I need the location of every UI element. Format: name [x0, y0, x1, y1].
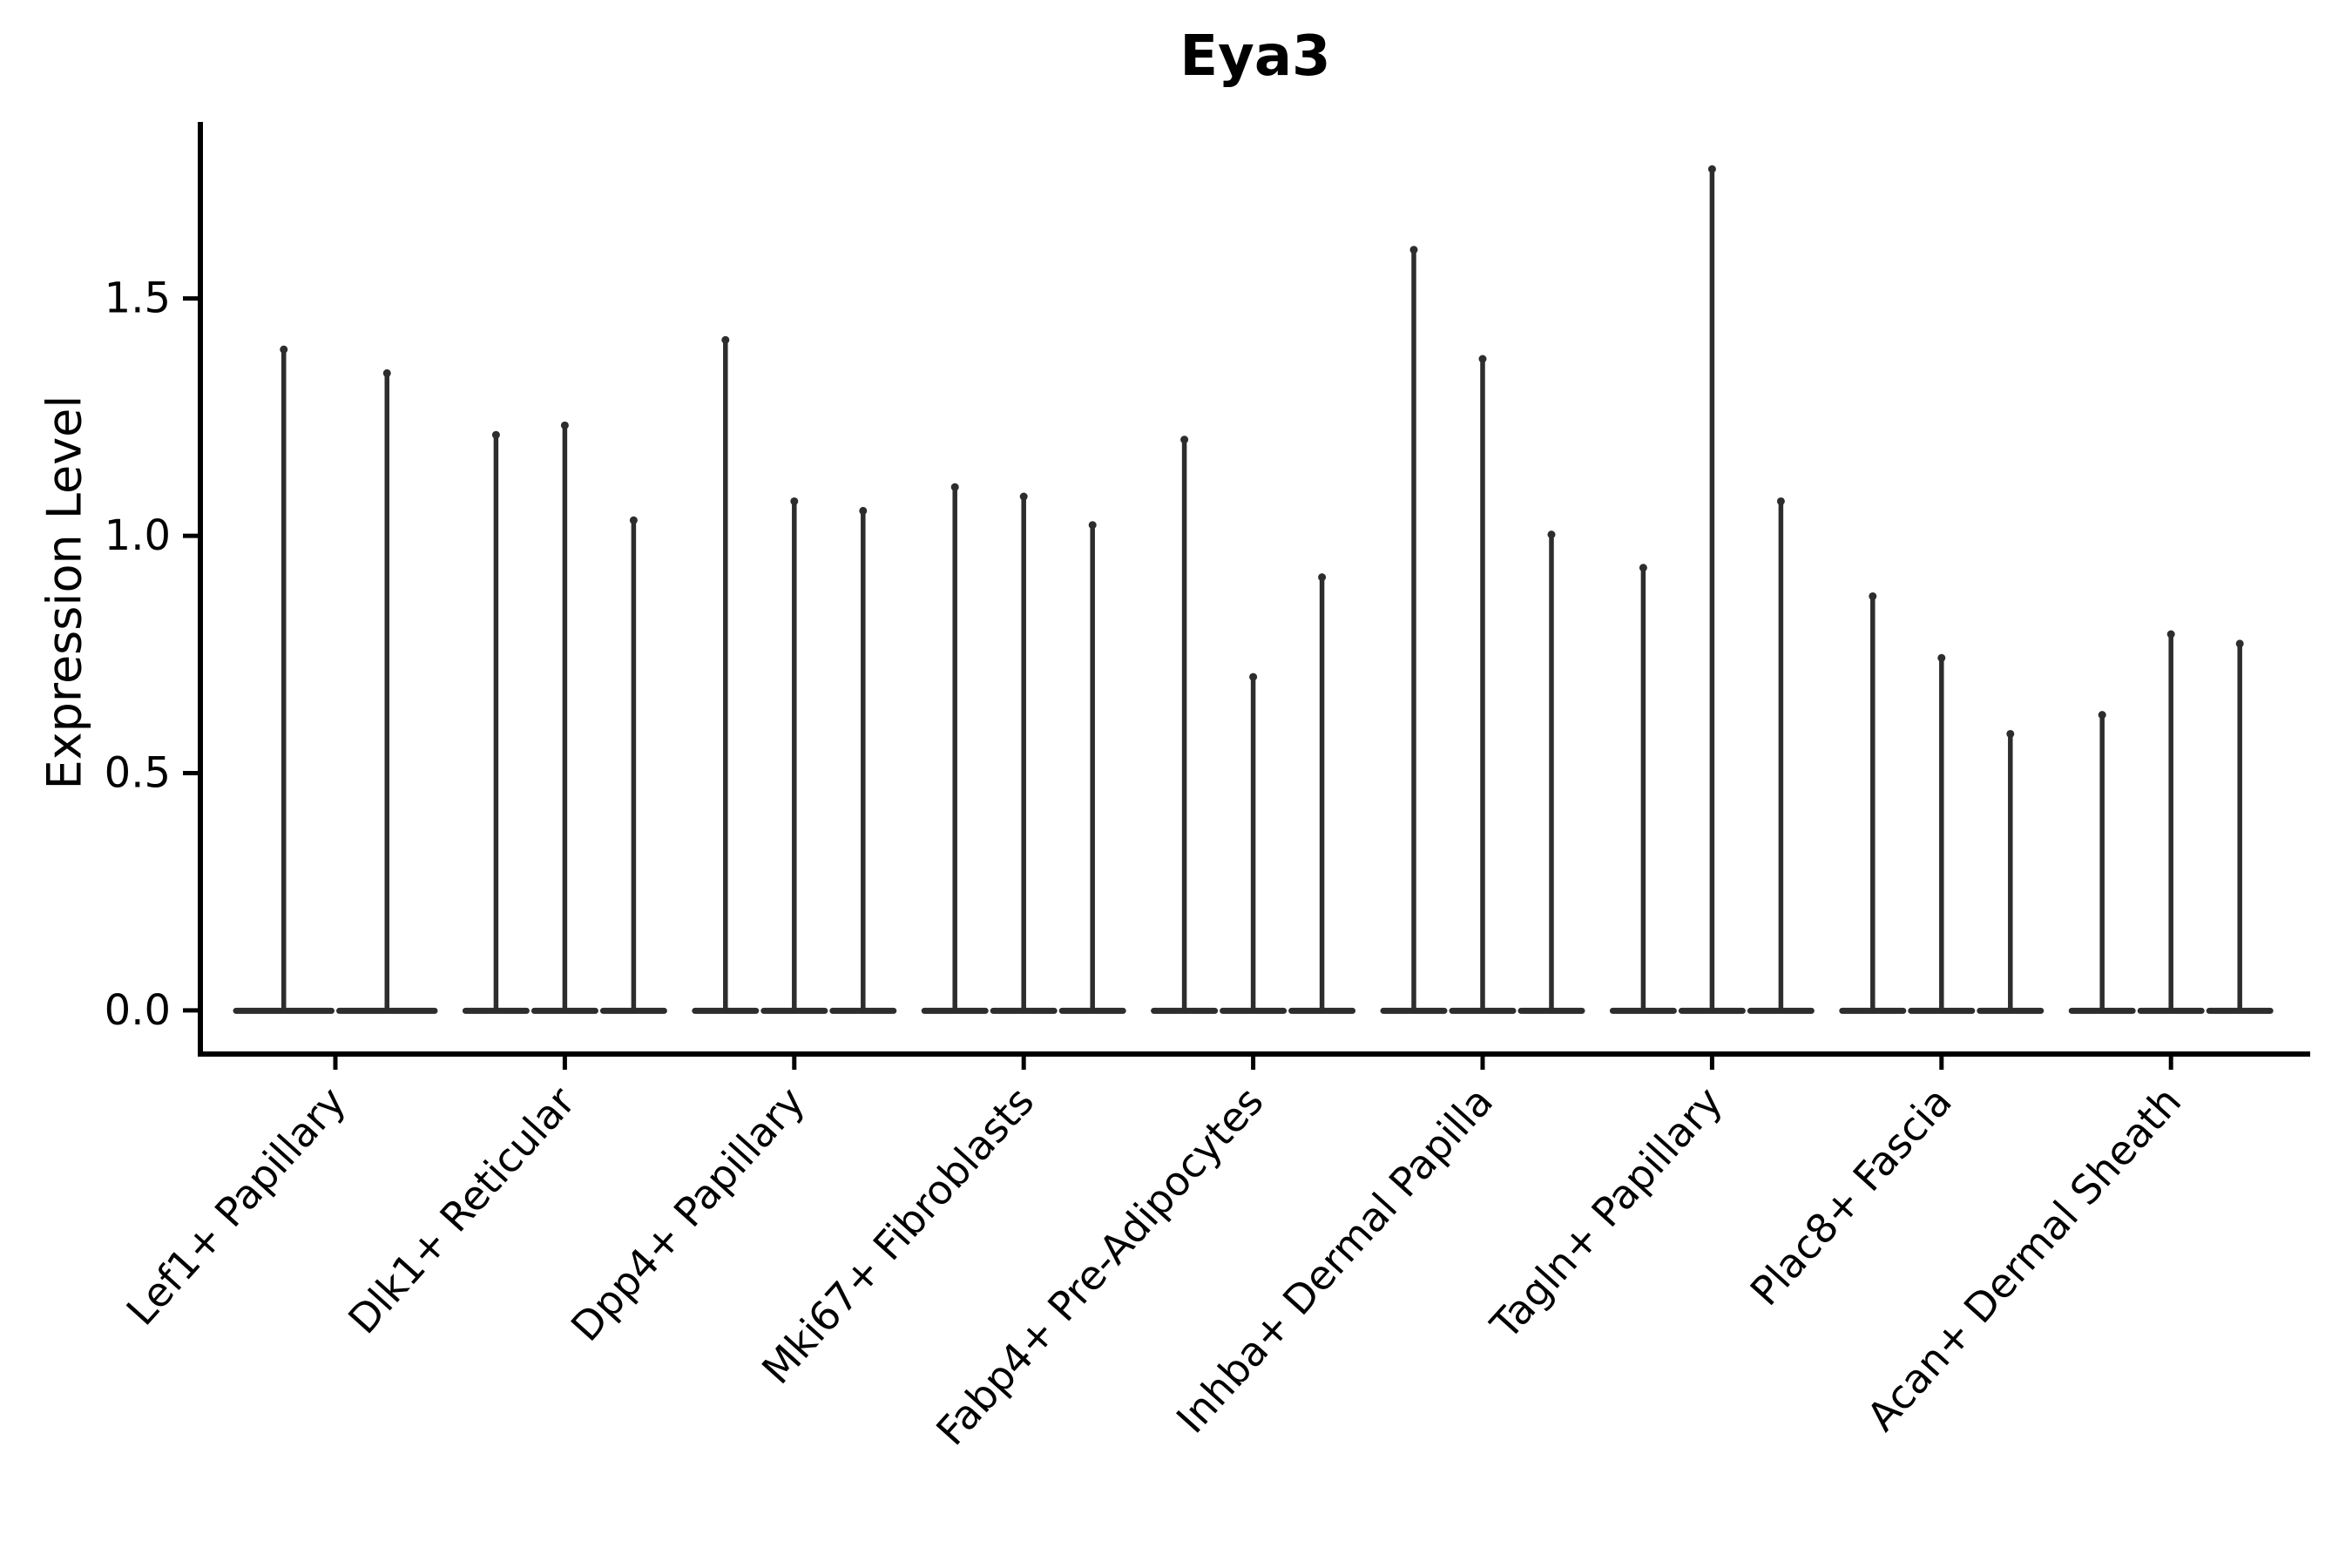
- violin-spike-tip: [1776, 497, 1785, 505]
- y-axis-spine: [198, 122, 203, 1057]
- violin-spike-tip: [1707, 165, 1716, 173]
- violin-spike-tip: [1639, 564, 1647, 572]
- violin-spike-tip: [1249, 672, 1258, 681]
- violin-spike-tip: [1547, 531, 1556, 539]
- violin-spike-tip: [1937, 653, 1946, 662]
- y-axis-label: Expression Level: [37, 395, 92, 790]
- violin-spike-tip: [2006, 729, 2015, 738]
- violin-spike-tip: [382, 368, 391, 377]
- chart-title: Eya3: [1179, 24, 1331, 89]
- violin-spike-tip: [721, 335, 730, 344]
- violin-spike-tip: [2166, 630, 2175, 639]
- y-tick-label: 0.0: [105, 986, 171, 1035]
- violin-spike-tip: [629, 516, 638, 524]
- y-tick-label: 0.5: [105, 748, 171, 797]
- violin-spike-tip: [1409, 246, 1418, 254]
- violin-spike-tip: [1869, 591, 1877, 600]
- violin-spike-tip: [1180, 436, 1189, 444]
- violin-spike-tip: [280, 345, 288, 354]
- violin-spike-tip: [2098, 711, 2106, 720]
- x-tick-label: Tagln+ Papillary: [1481, 1078, 1732, 1348]
- y-tick-label: 1.0: [105, 511, 171, 560]
- violin-spike-tip: [1478, 355, 1487, 363]
- violin-spike-tip: [1019, 492, 1028, 501]
- x-tick-label: Dpp4+ Papillary: [562, 1078, 814, 1350]
- x-tick-label: Lef1+ Papillary: [118, 1078, 355, 1334]
- violin-spike-tip: [1088, 521, 1097, 530]
- violin-spike-tip: [790, 497, 799, 505]
- x-tick-label: Plac8+ Fascia: [1741, 1078, 1961, 1315]
- violin-spike-tip: [859, 506, 868, 515]
- x-tick-label: Dlk1+ Reticular: [339, 1078, 584, 1342]
- violin-spike-tip: [950, 483, 959, 491]
- violin-spike-tip: [2235, 639, 2244, 648]
- violin-spike-tip: [491, 430, 500, 439]
- y-tick-label: 1.5: [105, 274, 171, 323]
- violin-spike-tip: [560, 421, 569, 429]
- violin-spike-tip: [1318, 573, 1327, 582]
